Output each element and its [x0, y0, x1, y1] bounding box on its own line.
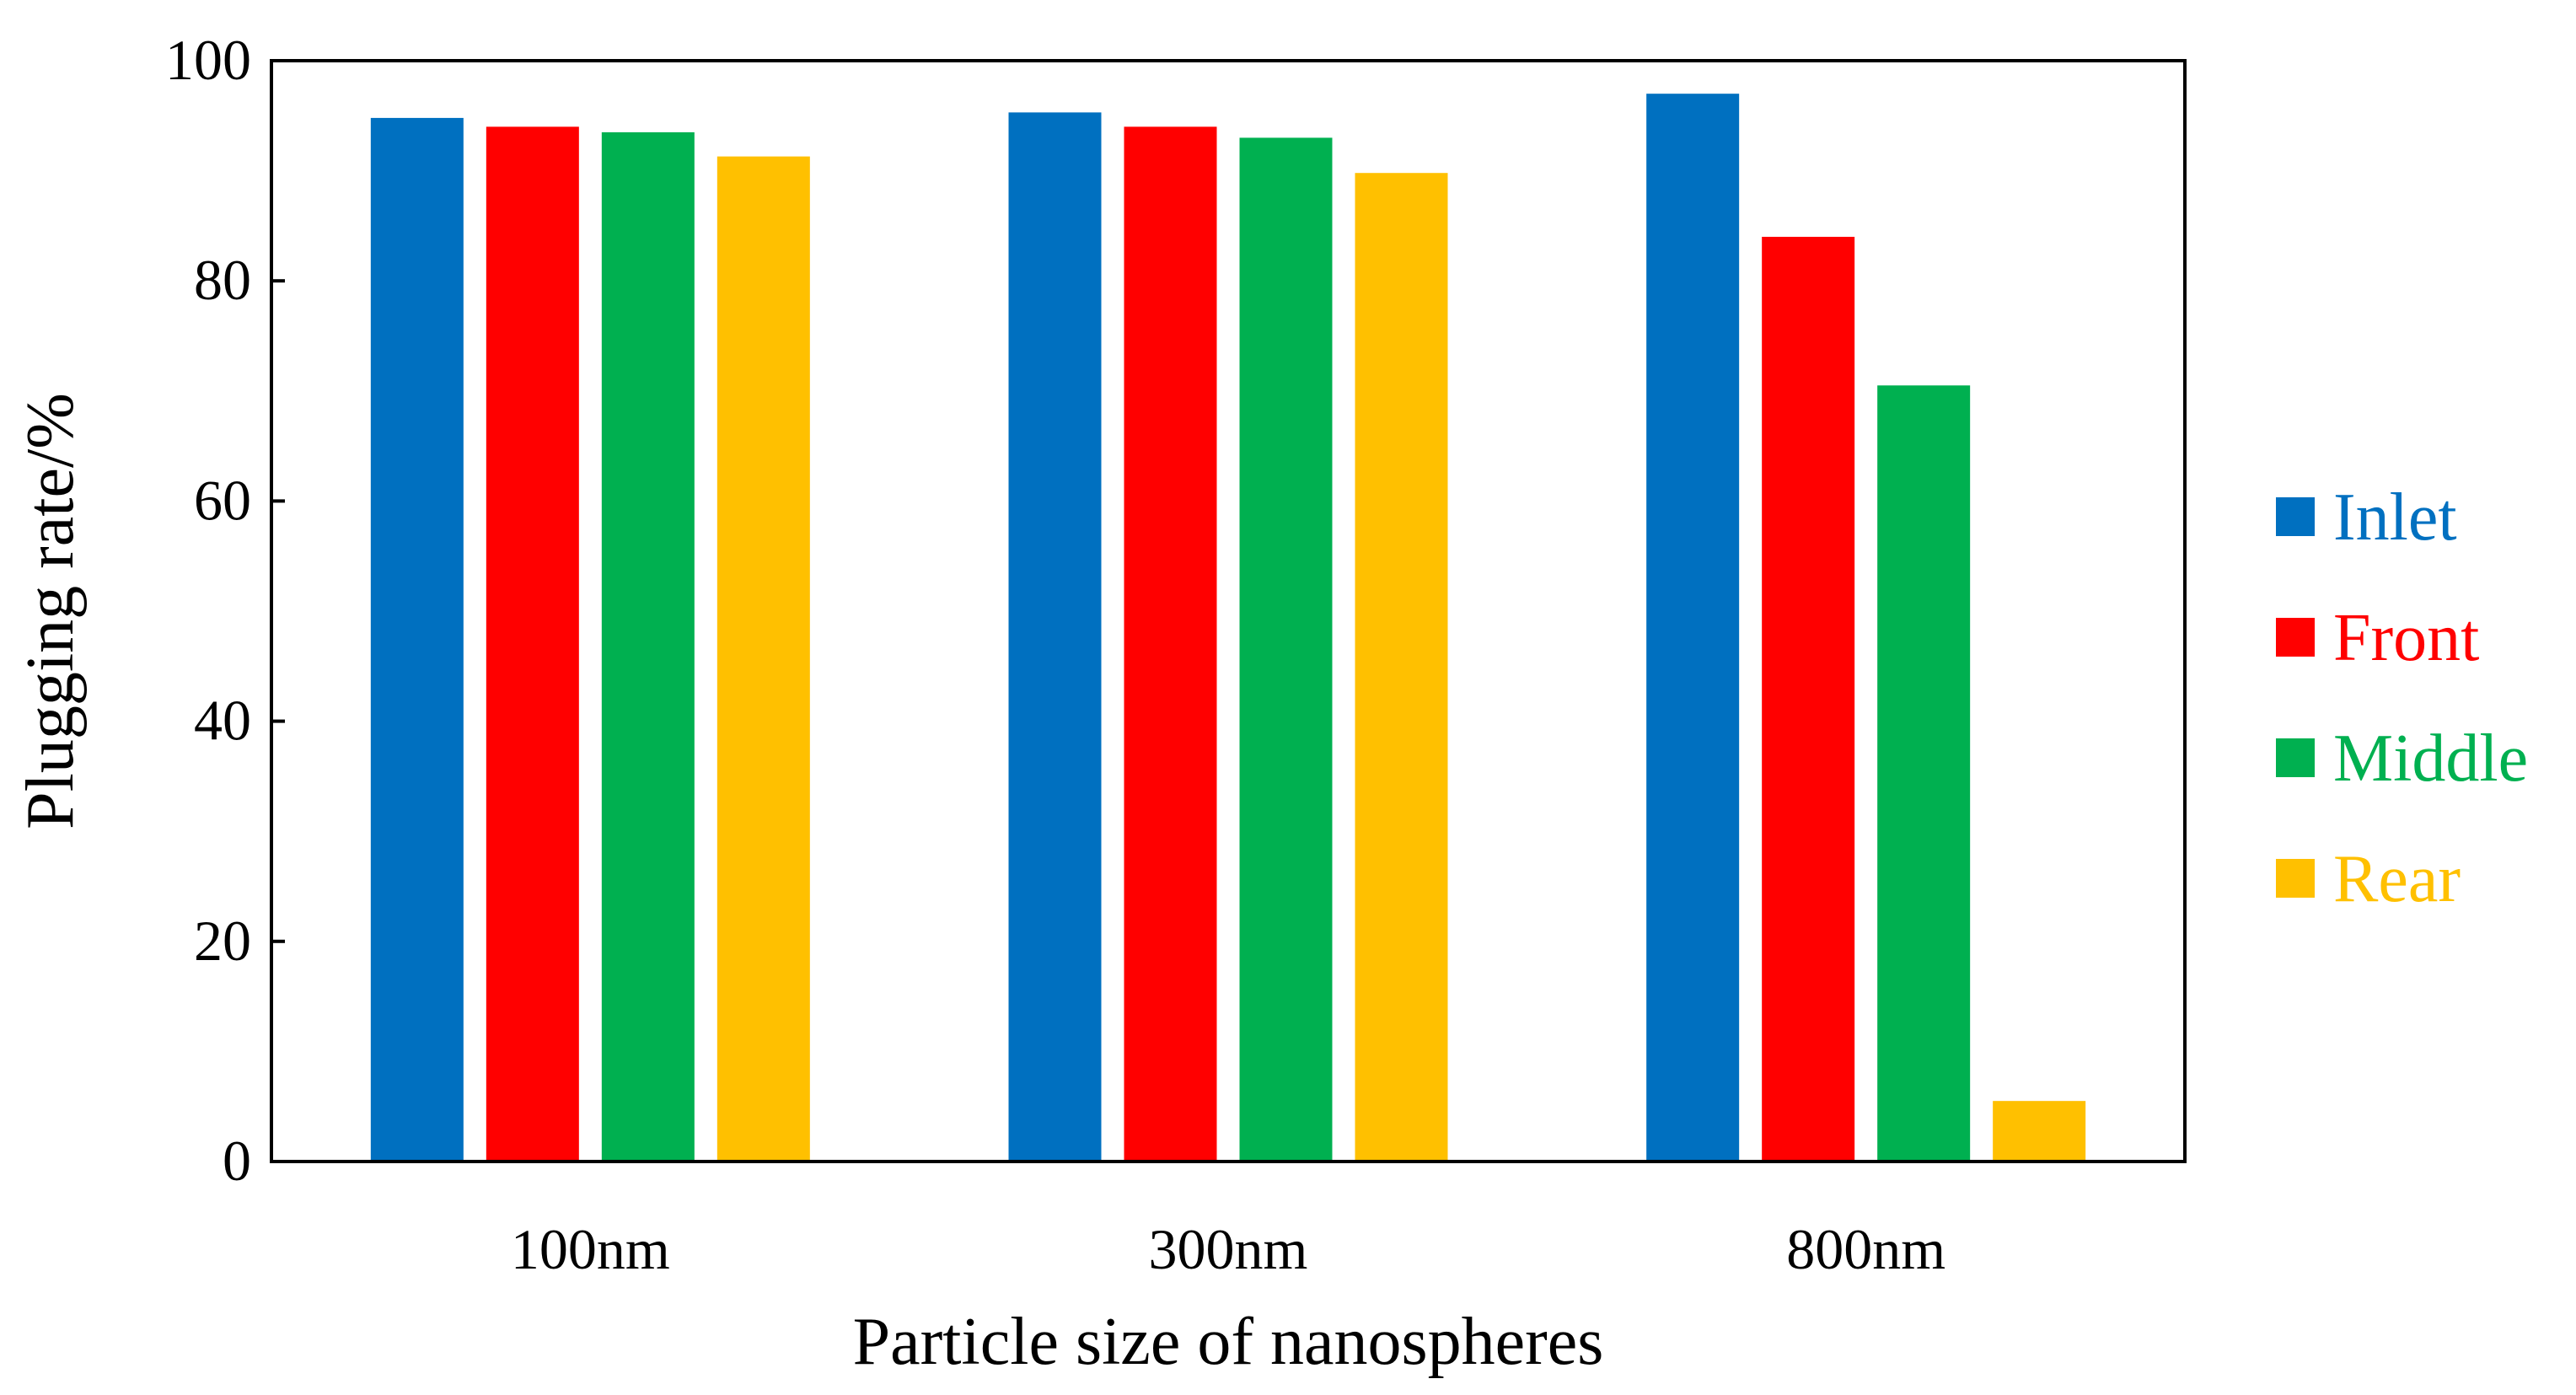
- legend-label-rear: Rear: [2333, 842, 2461, 916]
- bar-front-800nm: [1762, 236, 1855, 1162]
- legend-label-middle: Middle: [2333, 722, 2528, 796]
- bars-layer: [370, 94, 2086, 1162]
- x-axis-title: Particle size of nanospheres: [853, 1305, 1604, 1379]
- bar-front-100nm: [486, 126, 579, 1162]
- bar-inlet-100nm: [370, 117, 464, 1162]
- legend-swatch-rear: [2276, 859, 2315, 898]
- y-axis-ticks: 0 20 40 60 80 100: [165, 28, 285, 1193]
- bar-rear-800nm: [1993, 1101, 2086, 1162]
- bar-inlet-300nm: [1008, 112, 1102, 1162]
- y-tick-label: 20: [194, 909, 251, 973]
- legend-swatch-middle: [2276, 738, 2315, 777]
- bar-middle-100nm: [601, 131, 695, 1162]
- legend-swatch-inlet: [2276, 497, 2315, 536]
- x-tick-label: 100nm: [511, 1217, 670, 1281]
- bar-rear-100nm: [716, 156, 810, 1162]
- bar-inlet-800nm: [1646, 94, 1740, 1162]
- legend-swatch-front: [2276, 618, 2315, 657]
- x-tick-label: 300nm: [1149, 1217, 1308, 1281]
- plot-area-frame: [270, 59, 2187, 1163]
- x-tick-label: 800nm: [1786, 1217, 1945, 1281]
- legend-label-inlet: Inlet: [2333, 480, 2457, 555]
- y-tick-label: 60: [194, 468, 251, 532]
- bar-rear-300nm: [1355, 173, 1448, 1162]
- legend-label-front: Front: [2333, 601, 2479, 675]
- y-tick-label: 40: [194, 689, 251, 753]
- y-tick-label: 0: [223, 1129, 251, 1193]
- bar-middle-800nm: [1877, 385, 1971, 1162]
- y-tick-label: 80: [194, 248, 251, 312]
- bar-front-300nm: [1124, 126, 1217, 1162]
- y-tick-label: 100: [165, 28, 251, 92]
- bar-middle-300nm: [1239, 137, 1333, 1162]
- x-axis-ticks: 100nm 300nm 800nm: [511, 1217, 1945, 1281]
- legend: Inlet Front Middle Rear: [2276, 480, 2528, 916]
- y-axis-title: Plugging rate/%: [13, 393, 88, 829]
